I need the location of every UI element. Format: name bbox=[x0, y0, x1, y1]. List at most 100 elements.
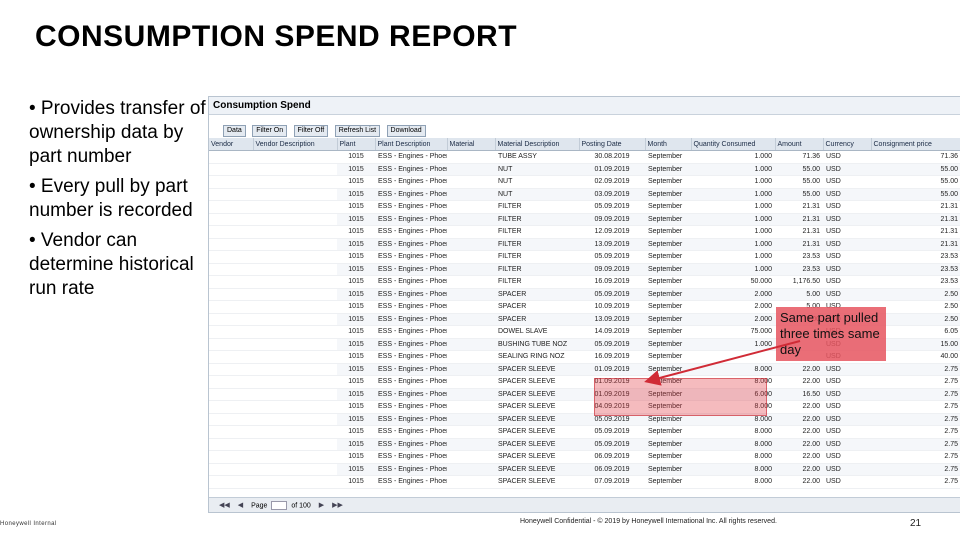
table-cell: September bbox=[645, 163, 691, 176]
table-cell: 1015 bbox=[337, 250, 375, 264]
table-cell: ESS - Engines - Phoenix bbox=[375, 150, 447, 164]
table-cell: ESS - Engines - Phoenix bbox=[375, 175, 447, 189]
table-cell: 23.53 bbox=[775, 263, 823, 276]
table-cell: 22.00 bbox=[775, 425, 823, 439]
table-cell: 1015 bbox=[337, 388, 375, 401]
table-cell bbox=[209, 238, 253, 251]
filter-off-button[interactable]: Filter Off bbox=[293, 125, 329, 137]
filter-on-button[interactable]: Filter On bbox=[252, 125, 288, 137]
table-cell bbox=[209, 163, 253, 176]
table-cell: ESS - Engines - Phoenix bbox=[375, 275, 447, 289]
table-cell: September bbox=[645, 363, 691, 376]
table-cell: ESS - Engines - Phoenix bbox=[375, 313, 447, 326]
table-cell: USD bbox=[823, 275, 871, 289]
table-cell: 55.00 bbox=[775, 188, 823, 201]
column-header[interactable]: Plant Description bbox=[375, 138, 448, 151]
table-cell: ESS - Engines - Phoenix bbox=[375, 263, 447, 276]
column-header[interactable]: Plant bbox=[337, 138, 376, 151]
column-header[interactable]: Vendor Description bbox=[253, 138, 338, 151]
table-cell bbox=[447, 375, 495, 389]
column-header[interactable]: Amount bbox=[775, 138, 824, 151]
table-cell: ESS - Engines - Phoenix bbox=[375, 388, 447, 401]
table-cell: 07.09.2019 bbox=[579, 475, 645, 489]
table-cell bbox=[209, 275, 253, 289]
table-cell bbox=[253, 425, 337, 439]
refresh-list-button[interactable]: Refresh List bbox=[334, 125, 381, 137]
column-header[interactable]: Consignment price bbox=[871, 138, 960, 151]
download-button[interactable]: Download bbox=[386, 125, 426, 137]
table-cell: 10.09.2019 bbox=[579, 300, 645, 314]
data-button[interactable]: Data bbox=[223, 125, 246, 137]
prev-page-icon[interactable]: ◀ bbox=[237, 502, 244, 510]
column-header[interactable]: Month bbox=[645, 138, 692, 151]
table-cell bbox=[253, 250, 337, 264]
table-cell: 1015 bbox=[337, 175, 375, 189]
column-header[interactable]: Currency bbox=[823, 138, 872, 151]
column-header[interactable]: Vendor bbox=[209, 138, 254, 151]
table-cell: 21.31 bbox=[775, 213, 823, 226]
table-cell: 1015 bbox=[337, 425, 375, 439]
table-cell: FILTER bbox=[495, 225, 579, 239]
table-cell: ESS - Engines - Phoenix bbox=[375, 375, 447, 389]
table-cell: 1015 bbox=[337, 450, 375, 464]
table-cell bbox=[447, 338, 495, 351]
table-cell: SPACER SLEEVE bbox=[495, 388, 579, 401]
table-cell: 09.09.2019 bbox=[579, 213, 645, 226]
table-cell: 1015 bbox=[337, 313, 375, 326]
table-cell: 21.31 bbox=[871, 213, 960, 226]
column-header[interactable]: Material bbox=[447, 138, 496, 151]
column-header[interactable]: Quantity Consumed bbox=[691, 138, 776, 151]
table-cell: ESS - Engines - Phoenix bbox=[375, 438, 447, 451]
table-cell: SPACER SLEEVE bbox=[495, 400, 579, 414]
table-cell bbox=[209, 313, 253, 326]
table-cell: 01.09.2019 bbox=[579, 163, 645, 176]
callout-box: Same part pulled three times same day bbox=[776, 307, 886, 361]
table-cell: 13.09.2019 bbox=[579, 238, 645, 251]
table-cell: SPACER SLEEVE bbox=[495, 475, 579, 489]
table-cell bbox=[447, 250, 495, 264]
last-page-icon[interactable]: ▶▶ bbox=[332, 502, 343, 510]
table-cell: 1.000 bbox=[691, 188, 775, 201]
table-cell: 8.000 bbox=[691, 450, 775, 464]
column-header[interactable]: Material Description bbox=[495, 138, 580, 151]
table-cell: 09.09.2019 bbox=[579, 263, 645, 276]
table-cell: 71.36 bbox=[775, 150, 823, 164]
table-cell: USD bbox=[823, 463, 871, 476]
next-page-icon[interactable]: ▶ bbox=[318, 502, 325, 510]
table-cell bbox=[209, 438, 253, 451]
column-header[interactable]: Posting Date bbox=[579, 138, 646, 151]
bullet-item: • Vendor can determine historical run ra… bbox=[29, 230, 194, 299]
first-page-icon[interactable]: ◀◀ bbox=[219, 502, 230, 510]
table-cell bbox=[447, 300, 495, 314]
page-input[interactable] bbox=[271, 501, 288, 510]
table-cell: 2.75 bbox=[871, 438, 960, 451]
table-cell: 05.09.2019 bbox=[579, 425, 645, 439]
table-cell: 03.09.2019 bbox=[579, 188, 645, 201]
table-cell: September bbox=[645, 425, 691, 439]
table-cell bbox=[209, 175, 253, 189]
